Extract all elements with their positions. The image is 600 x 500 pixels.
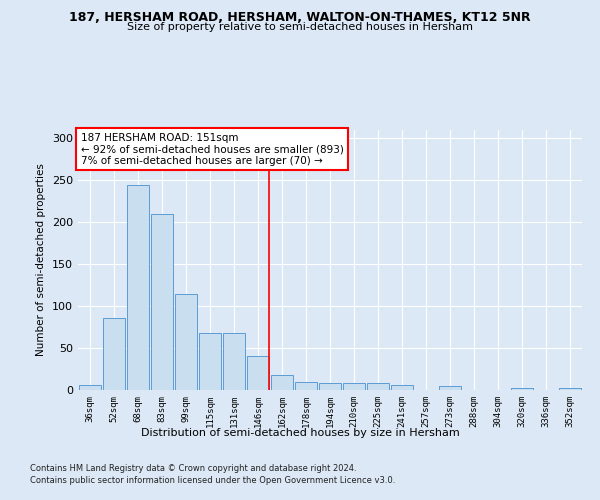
Bar: [511, 388, 533, 390]
Text: 187, HERSHAM ROAD, HERSHAM, WALTON-ON-THAMES, KT12 5NR: 187, HERSHAM ROAD, HERSHAM, WALTON-ON-TH…: [69, 11, 531, 24]
Bar: [559, 388, 581, 390]
Bar: [223, 333, 245, 390]
Bar: [127, 186, 149, 390]
Bar: [367, 384, 389, 390]
Bar: [439, 386, 461, 390]
Y-axis label: Number of semi-detached properties: Number of semi-detached properties: [37, 164, 46, 356]
Bar: [199, 333, 221, 390]
Bar: [151, 214, 173, 390]
Bar: [79, 385, 101, 390]
Bar: [319, 384, 341, 390]
Bar: [175, 294, 197, 390]
Bar: [343, 384, 365, 390]
Text: Size of property relative to semi-detached houses in Hersham: Size of property relative to semi-detach…: [127, 22, 473, 32]
Bar: [103, 318, 125, 390]
Text: Distribution of semi-detached houses by size in Hersham: Distribution of semi-detached houses by …: [140, 428, 460, 438]
Bar: [391, 385, 413, 390]
Bar: [271, 375, 293, 390]
Bar: [247, 356, 269, 390]
Text: Contains public sector information licensed under the Open Government Licence v3: Contains public sector information licen…: [30, 476, 395, 485]
Bar: [295, 382, 317, 390]
Text: Contains HM Land Registry data © Crown copyright and database right 2024.: Contains HM Land Registry data © Crown c…: [30, 464, 356, 473]
Text: 187 HERSHAM ROAD: 151sqm
← 92% of semi-detached houses are smaller (893)
7% of s: 187 HERSHAM ROAD: 151sqm ← 92% of semi-d…: [80, 132, 343, 166]
